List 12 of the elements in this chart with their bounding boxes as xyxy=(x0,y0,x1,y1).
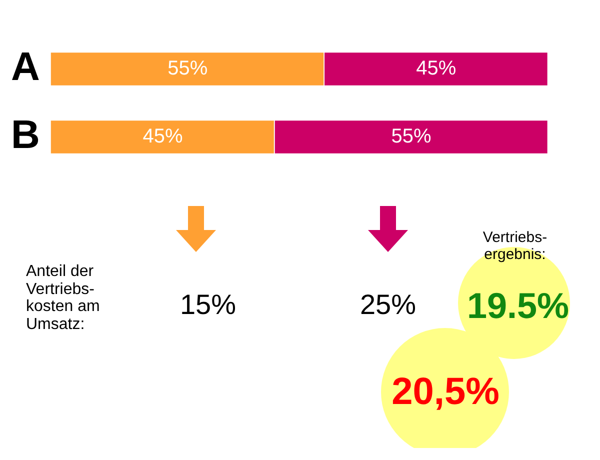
text: 25% xyxy=(358,289,418,321)
y-tick-label: A xyxy=(10,45,40,90)
data-label: 55% xyxy=(168,58,208,80)
text: Anteil der Vertriebs-kosten am Umsatz: xyxy=(26,263,101,334)
text: 15% xyxy=(178,289,238,321)
data-label: 45% xyxy=(416,58,456,80)
y-tick-label: B xyxy=(10,113,40,158)
text: 19.5% xyxy=(466,285,570,326)
text: Vertriebs-ergebnis: xyxy=(482,229,548,263)
text: 20,5% xyxy=(390,371,500,414)
data-label: 45% xyxy=(142,126,183,148)
data-label: 55% xyxy=(391,126,432,148)
